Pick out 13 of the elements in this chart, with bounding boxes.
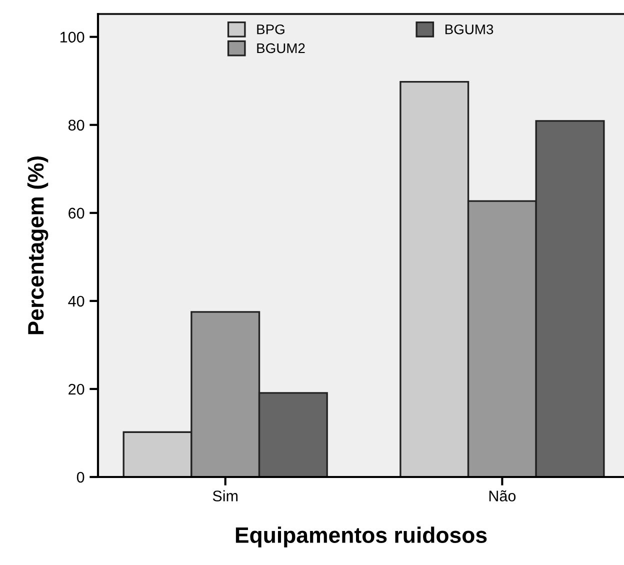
x-tick-label: Não	[489, 490, 516, 502]
y-tick-label: 0	[76, 472, 84, 483]
y-tick-label: 60	[68, 208, 84, 219]
x-tick-label: Sim	[212, 490, 238, 502]
y-tick-label: 80	[68, 120, 84, 131]
y-tick-label: 100	[60, 32, 84, 43]
y-tick-label: 20	[68, 384, 84, 395]
y-axis-title: Percentagem (%)	[27, 156, 48, 334]
legend-label: BPG	[257, 24, 284, 34]
legend-label: BGUM3	[445, 24, 494, 34]
y-tick-label: 40	[68, 296, 84, 307]
legend-label: BGUM2	[257, 43, 305, 54]
x-axis-title: Equipamentos ruidosos	[236, 526, 487, 548]
